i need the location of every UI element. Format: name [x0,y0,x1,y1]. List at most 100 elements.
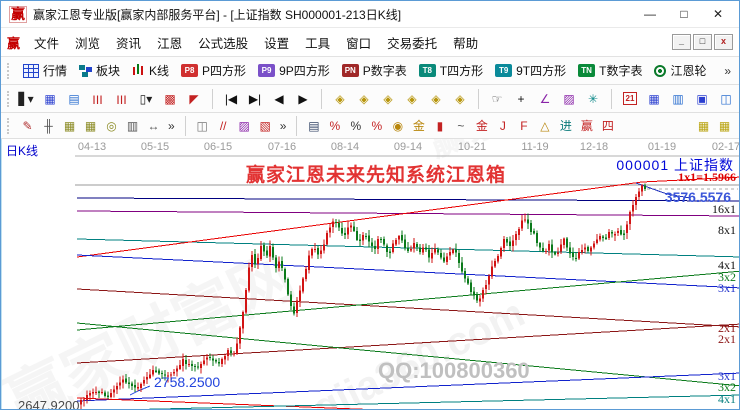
candle-tool-button[interactable]: ▮ [430,116,449,135]
f-line-button[interactable]: F [514,116,533,135]
j-line-button[interactable]: J [493,116,512,135]
angle-measure-button[interactable]: ∠ [534,88,556,109]
info-list-button[interactable]: ▤ [63,88,85,109]
first-bar-button[interactable]: |◀ [220,88,242,109]
browser-chart-button[interactable]: ◫ [715,88,737,109]
toolbar-overflow-icon[interactable]: » [168,118,175,133]
gold-circle-button[interactable]: ◉ [388,116,407,135]
menu-item-资讯[interactable]: 资讯 [116,36,142,51]
gann-diamond-5-button[interactable]: ◈ [425,88,447,109]
si-tool-button[interactable]: 四 [598,116,617,135]
box-lines-button[interactable]: ▧ [256,116,275,135]
close-button[interactable]: ✕ [712,7,724,21]
gann-diamond-3-button[interactable]: ◈ [377,88,399,109]
toolbar-button-9P四方形[interactable]: P9 9P四方形 [252,60,336,81]
menu-item-帮助[interactable]: 帮助 [453,36,479,51]
candle-body [527,219,529,224]
color-chart-button[interactable]: ◤ [183,88,205,109]
knot-button[interactable]: ✳ [582,88,604,109]
candle-body [584,247,586,250]
bars-3-button[interactable]: ||| [87,88,109,109]
bars-9-button[interactable]: ||| [111,88,133,109]
crosshair-button[interactable]: + [510,88,532,109]
candle-body [86,394,88,400]
yellow-grid-2-button[interactable]: ▦ [715,116,734,135]
menu-item-浏览[interactable]: 浏览 [75,36,101,51]
menu-item-窗口[interactable]: 窗口 [346,36,372,51]
menu-item-公式选股[interactable]: 公式选股 [198,36,249,51]
last-bar-button[interactable]: ▶| [244,88,266,109]
gann-grid-2-button[interactable]: ▦ [81,116,100,135]
ying-tool-icon: 赢 [580,119,593,133]
toolbar-button-K线[interactable]: K线 [126,60,175,81]
toolbar-button-行情[interactable]: 行情 [17,60,73,81]
candle-body [548,243,550,251]
toolbar-button-T数字表[interactable]: TN T数字表 [572,60,648,81]
prev-bar-button[interactable]: ◀ [268,88,290,109]
percent-line-button[interactable]: % [367,116,386,135]
box-diagonal-button[interactable]: ▨ [235,116,254,135]
yellow-grid-1-button[interactable]: ▦ [694,116,713,135]
jin-tool-button[interactable]: 进 [556,116,575,135]
gann-diamond-1-button[interactable]: ◈ [329,88,351,109]
menu-item-设置[interactable]: 设置 [264,36,290,51]
toolbar-button-江恩轮[interactable]: 江恩轮 [648,60,712,81]
toolbar-grip[interactable] [7,62,12,79]
mdi-restore-button[interactable]: □ [693,34,712,50]
next-bar-button[interactable]: ▶ [292,88,314,109]
candle-body [542,248,544,251]
toolbar-overflow-icon[interactable]: » [724,63,731,78]
spiral-button[interactable]: ◎ [102,116,121,135]
gann-grid-1-button[interactable]: ▦ [60,116,79,135]
wave-tool-button[interactable]: ~ [451,116,470,135]
box-tool-button[interactable]: ◫ [193,116,212,135]
gann-grid-2-icon: ▦ [84,118,97,133]
minimize-button[interactable]: — [644,7,656,21]
toolbar-button-9T四方形[interactable]: T9 9T四方形 [489,60,572,81]
menu-item-江恩[interactable]: 江恩 [157,36,183,51]
maximize-button[interactable]: □ [680,7,688,21]
gold-red-button[interactable]: 金 [472,116,491,135]
toolbar-overflow-icon[interactable]: » [279,118,287,133]
triangle-button[interactable]: △ [535,116,554,135]
width-measure-button[interactable]: ↔ [144,116,163,135]
toolbar-button-板块[interactable]: 板块 [73,60,126,81]
toolbar-grip[interactable] [7,117,12,134]
pen-tool-button[interactable]: ✎ [18,116,37,135]
ying-tool-button[interactable]: 赢 [577,116,596,135]
gann-grid-button[interactable]: ▩ [159,88,181,109]
candle-body [164,374,166,376]
hash-grid-button[interactable]: ╫ [39,116,58,135]
ruler-button[interactable]: ▥ [123,116,142,135]
mdi-close-button[interactable]: x [714,34,733,50]
menu-item-交易委托[interactable]: 交易委托 [387,36,438,51]
gold-line-button[interactable]: 金 [409,116,428,135]
toolbar-button-P四方形[interactable]: P8 P四方形 [175,60,252,81]
grid-net-button[interactable]: ▨ [558,88,580,109]
calendar-button[interactable]: 21 [619,88,641,109]
gann-diamond-4-button[interactable]: ◈ [401,88,423,109]
percent-button[interactable]: % [346,116,365,135]
gann-diamond-2-button[interactable]: ◈ [353,88,375,109]
menu-item-工具[interactable]: 工具 [305,36,331,51]
chart-canvas[interactable] [2,139,739,409]
menu-bar: 赢 文件 浏览 资讯 江恩 公式选股 设置 工具 窗口 交易委托 帮助 _ □ x [1,27,739,57]
save-button[interactable]: ▣ [691,88,713,109]
candle-body [506,238,508,243]
percent-red-button[interactable]: % [325,116,344,135]
toolbar-button-T四方形[interactable]: T8 T四方形 [413,60,489,81]
menu-item-文件[interactable]: 文件 [34,36,60,51]
gann-diamond-6-button[interactable]: ◈ [449,88,471,109]
pattern-window-button[interactable]: ▦ [39,88,61,109]
notes-button[interactable]: ▥ [667,88,689,109]
fan-tool-button[interactable]: // [214,116,233,135]
candle-body [329,227,331,233]
mdi-minimize-button[interactable]: _ [672,34,691,50]
pan-hand-button[interactable]: ☞ [486,88,508,109]
toolbar-button-P数字表[interactable]: PN P数字表 [336,60,413,81]
calculator-button[interactable]: ▦ [643,88,665,109]
candle-style-button[interactable]: ▯▾ [135,88,157,109]
kline-period-button[interactable]: ▋▾ [15,88,37,109]
quote-panel-button[interactable]: ▤ [304,116,323,135]
toolbar-grip[interactable] [7,90,9,107]
